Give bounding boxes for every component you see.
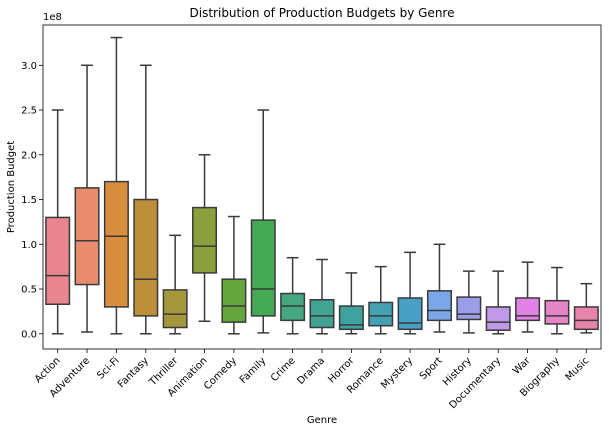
iqr-box [280,292,306,322]
iqr-box [250,219,276,317]
box-animation [192,154,218,323]
x-tick-label: Crime [269,355,298,384]
box-sport [426,243,452,333]
iqr-box [426,290,452,322]
y-tick-label: 0.5 [21,285,37,296]
iqr-box [45,216,71,305]
box-sci-fi [103,36,129,335]
x-tick-label: Mystery [379,355,415,391]
box-documentary [485,270,511,335]
iqr-box [309,299,335,329]
x-tick-label: War [511,355,533,377]
box-thriller [162,234,188,335]
iqr-box [544,299,570,325]
x-tick-label: Fantasy [116,355,151,390]
iqr-box [221,278,247,323]
box-crime [280,256,306,335]
box-family [250,109,276,334]
y-tick-label: 2.5 [21,106,37,117]
x-tick-label: Comedy [202,355,239,392]
iqr-box [338,305,364,331]
box-drama [309,258,335,335]
y-axis: 0.0 0.5 1.0 1.5 2.0 2.5 3.0 [21,61,43,340]
boxes-group [45,36,599,335]
iqr-box [515,297,541,322]
box-music [573,282,599,334]
box-horror [338,272,364,335]
box-mystery [397,251,423,335]
iqr-box [162,289,188,329]
iqr-box [456,296,482,321]
y-tick-label: 0.0 [21,329,37,340]
y-offset-label: 1e8 [43,12,62,23]
box-comedy [221,215,247,335]
y-tick-label: 1.0 [21,240,37,251]
box-action [45,109,71,335]
box-biography [544,266,570,335]
y-tick-label: 1.5 [21,195,37,206]
x-tick-label: Sport [418,355,445,382]
iqr-box [192,206,218,274]
y-axis-label: Production Budget [6,141,17,233]
x-tick-label: Family [238,355,269,386]
iqr-box [397,297,423,331]
box-war [515,261,541,333]
iqr-box [103,180,129,308]
plot-frame [42,24,602,350]
x-axis-label: Genre [307,415,337,426]
box-adventure [74,64,100,333]
box-history [456,270,482,334]
y-tick-label: 3.0 [21,61,37,72]
x-tick-label: Documentary [447,355,503,411]
y-tick-label: 2.0 [21,150,37,161]
iqr-box [74,187,100,286]
iqr-box [133,198,159,317]
x-tick-label: Sci-Fi [95,355,121,381]
box-romance [368,265,394,335]
chart-title: Distribution of Production Budgets by Ge… [190,6,455,20]
box-fantasy [133,64,159,335]
iqr-box [573,306,599,331]
iqr-box [368,301,394,327]
iqr-box [485,306,511,331]
x-tick-label: Music [564,355,592,383]
x-tick-label: Drama [295,355,327,387]
